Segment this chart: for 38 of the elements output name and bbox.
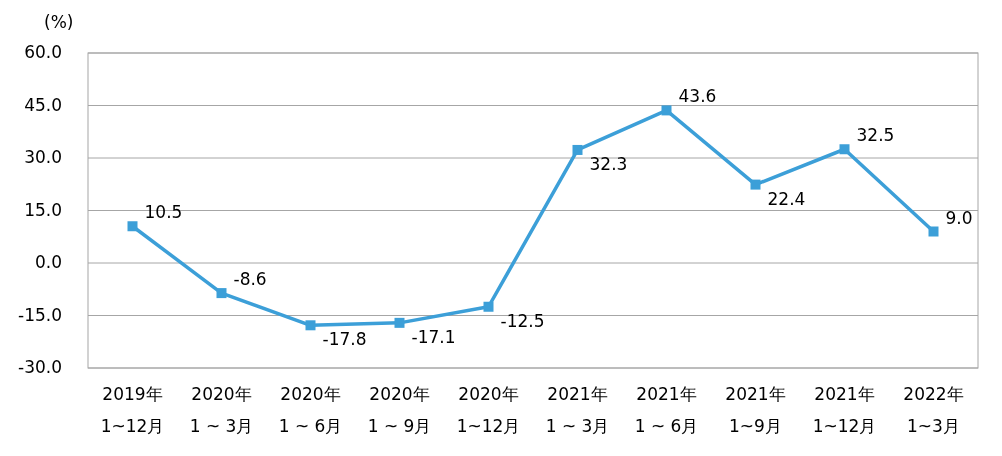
point — [216, 288, 227, 299]
data-label: 43.6 — [678, 86, 717, 107]
x-tick-label: 2020年 1 ~ 3月 — [189, 384, 254, 436]
point — [661, 105, 672, 116]
x-tick-label: 2020年 1 ~ 6月 — [278, 384, 343, 436]
point — [572, 144, 583, 155]
x-tick-label: 2021年 1 ~ 6月 — [634, 384, 699, 436]
point — [750, 179, 761, 190]
y-tick-label: -15.0 — [18, 304, 62, 325]
data-label: -17.8 — [322, 329, 367, 350]
point — [928, 226, 939, 237]
point — [127, 221, 138, 232]
data-label: 10.5 — [144, 202, 183, 223]
x-tick-label: 2020年 1 ~ 9月 — [367, 384, 432, 436]
x-tick-label: 2019年 1~12月 — [100, 384, 165, 436]
point — [305, 320, 316, 331]
x-tick-label: 2020年 1~12月 — [456, 384, 521, 436]
x-tick-label: 2021年 1~9月 — [725, 384, 786, 436]
y-tick-label: 60.0 — [24, 42, 62, 62]
data-label: 9.0 — [945, 207, 973, 228]
y-tick-label: 15.0 — [24, 199, 62, 220]
data-label: 32.3 — [589, 153, 628, 174]
y-axis-title: (%) — [44, 12, 74, 32]
point — [839, 144, 850, 155]
y-tick-label: -30.0 — [18, 357, 62, 377]
data-label: -17.1 — [411, 326, 456, 347]
data-label: 22.4 — [767, 188, 806, 209]
point — [483, 301, 494, 312]
y-tick-label: 45.0 — [24, 94, 62, 115]
y-tick-label: 0.0 — [34, 252, 62, 272]
point — [394, 317, 405, 328]
y-tick-label: 30.0 — [24, 147, 62, 167]
data-label: -8.6 — [233, 269, 267, 290]
x-tick-label: 2022年 1~3月 — [903, 384, 964, 436]
x-tick-label: 2021年 1~12月 — [812, 384, 877, 436]
data-label: 32.5 — [856, 125, 895, 146]
data-label: -12.5 — [500, 310, 545, 331]
x-tick-label: 2021年 1 ~ 3月 — [545, 384, 610, 436]
